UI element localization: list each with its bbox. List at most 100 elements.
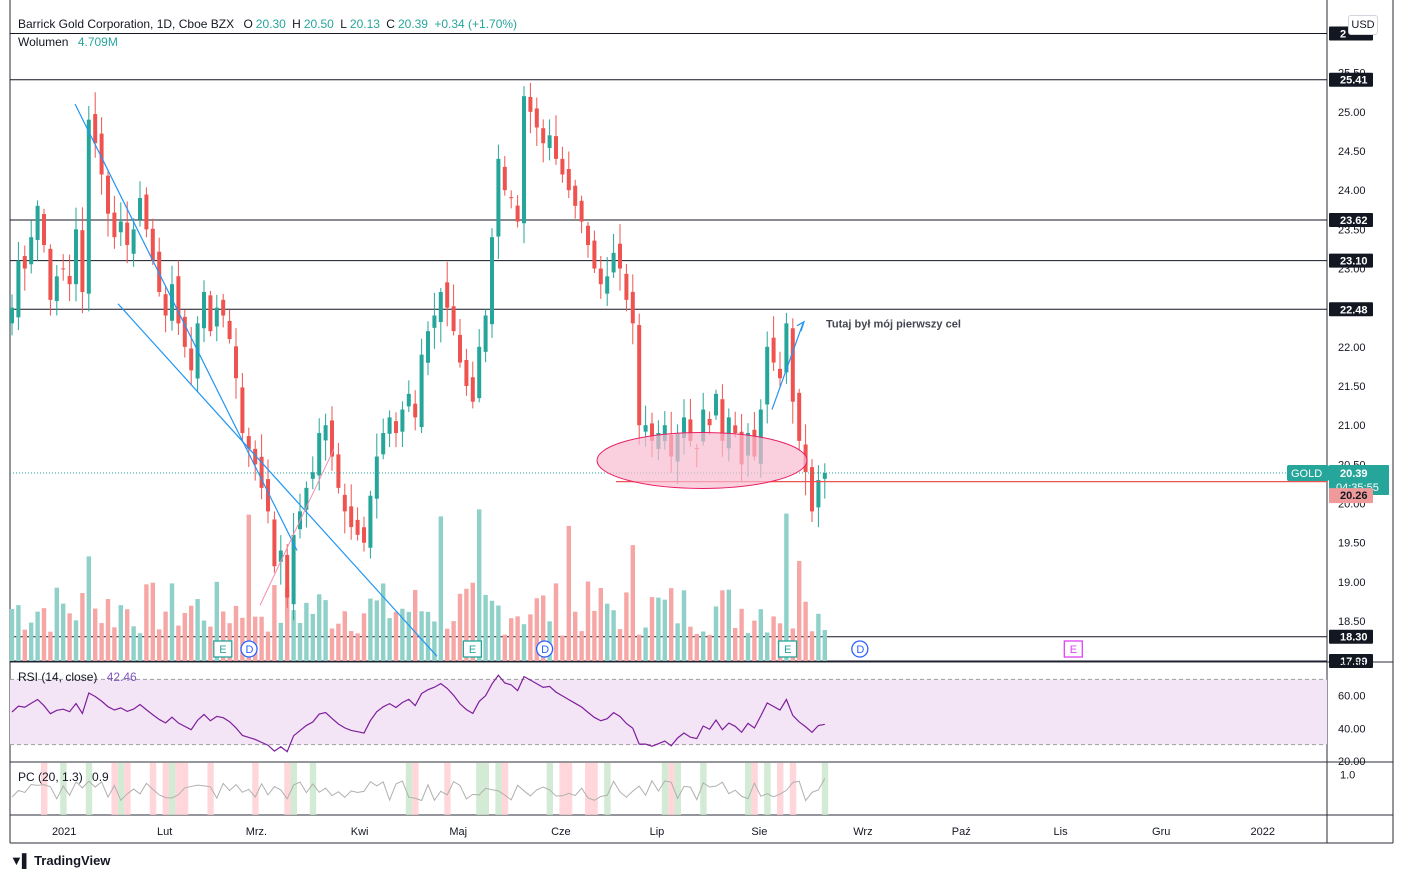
level-price-tag <box>1329 212 1373 227</box>
volume-bar <box>73 620 79 661</box>
candle-body <box>374 456 379 499</box>
volume-bar <box>803 601 808 661</box>
pc-label: PC (20, 1.3) <box>18 770 83 784</box>
pc-bar <box>821 763 829 815</box>
time-tick-label: 2021 <box>52 826 76 838</box>
volume-histogram <box>9 509 827 661</box>
tradingview-icon: ▼▌ <box>10 853 31 868</box>
volume-bar <box>105 599 111 661</box>
pc-bar <box>674 763 681 815</box>
volume-bar <box>259 616 264 661</box>
level-price-label: 23.10 <box>1340 256 1368 268</box>
volume-bar <box>342 611 347 661</box>
volume-bar <box>515 616 520 661</box>
volume-bar <box>598 588 603 661</box>
candle-body <box>560 158 565 175</box>
volume-bar <box>297 623 303 661</box>
main-legend: Barrick Gold Corporation, 1D, Cboe BZX O… <box>18 17 520 31</box>
volume-bar <box>118 605 123 661</box>
volume-bar <box>131 626 136 661</box>
candle-body <box>419 354 424 428</box>
pc-bar <box>777 763 784 815</box>
time-tick-label: Mrz. <box>246 826 267 838</box>
candle-body <box>586 225 590 246</box>
candle-body <box>701 409 706 442</box>
price-tick-label: 22.00 <box>1338 342 1366 354</box>
candle-body <box>336 454 341 488</box>
candle-body <box>522 96 526 224</box>
volume-bar <box>509 618 514 661</box>
candle-body <box>310 472 315 479</box>
volume-bar <box>221 611 226 661</box>
pc-bar <box>207 763 214 815</box>
pc-bar <box>60 763 67 815</box>
volume-bar <box>624 592 629 661</box>
candle-body <box>176 276 181 324</box>
candle-body <box>573 185 578 206</box>
candle-body <box>624 273 629 300</box>
rsi-legend: RSI (14, close) 42.46 <box>18 670 137 684</box>
candle-body <box>253 448 258 465</box>
time-tick-label: Cze <box>551 826 571 838</box>
pc-bar <box>169 763 176 815</box>
pc-bar <box>252 763 259 815</box>
rsi-tick-label: 20.00 <box>1338 756 1366 768</box>
pc-bar <box>162 763 169 815</box>
volume-bar <box>765 632 770 661</box>
earnings-icon: E <box>469 644 476 656</box>
volume-bar <box>432 621 437 661</box>
trendline-minor <box>259 448 335 606</box>
volume-bar <box>592 610 597 661</box>
candle-body <box>170 284 174 321</box>
volume-bar <box>745 633 751 661</box>
time-tick-label: Wrz <box>853 826 872 838</box>
tradingview-logo[interactable]: ▼▌ TradingView <box>10 853 110 868</box>
volume-bar <box>464 588 469 661</box>
candle-body <box>618 243 622 269</box>
candle-body <box>304 487 309 510</box>
volume-bar <box>336 623 341 661</box>
candle-body <box>387 417 392 434</box>
candle-body <box>291 534 296 605</box>
candle-body <box>144 194 149 230</box>
candle-body <box>400 409 405 432</box>
time-axis: 2021 Lut Mrz. Kwi Maj Cze Lip Sie Wrz Paź Lis Gru 20… <box>52 826 1275 838</box>
volume-bar <box>233 605 239 661</box>
volume-bar <box>528 614 533 661</box>
volume-bar <box>816 613 821 661</box>
candle-body <box>54 276 59 302</box>
candle-body <box>93 114 98 144</box>
candle-body <box>394 421 398 434</box>
annotation-text: Tutaj był mój pierwszy cel <box>826 318 961 330</box>
candle-body <box>688 419 693 441</box>
volume-bar <box>265 631 271 661</box>
volume-bar <box>483 594 488 661</box>
earnings-icon: E <box>219 644 226 656</box>
level-price-label: 25.41 <box>1340 75 1368 87</box>
volume-bar <box>553 583 559 661</box>
volume-bar <box>368 598 373 661</box>
volume-bar <box>617 629 623 661</box>
highlight-ellipse <box>596 431 808 489</box>
open-value: 20.30 <box>255 17 286 31</box>
level-price-label: 17.99 <box>1340 656 1368 668</box>
candle-body <box>438 292 443 323</box>
volume-bar <box>547 621 552 661</box>
candle-body <box>483 315 488 352</box>
volume-bar <box>707 634 712 661</box>
close-label: C <box>386 17 395 31</box>
candle-body <box>426 331 430 363</box>
candle-body <box>106 175 110 214</box>
currency-button[interactable]: USD <box>1348 15 1378 35</box>
volume-bar <box>771 616 776 661</box>
volume-bar <box>477 509 482 661</box>
volume-label: Wolumen <box>18 35 69 49</box>
volume-bar <box>752 620 757 661</box>
volume-legend: Wolumen 4.709M <box>18 35 118 49</box>
candle-body <box>541 128 546 144</box>
pc-bar <box>290 763 297 815</box>
candle-body <box>611 252 616 273</box>
pc-bar <box>789 763 797 815</box>
